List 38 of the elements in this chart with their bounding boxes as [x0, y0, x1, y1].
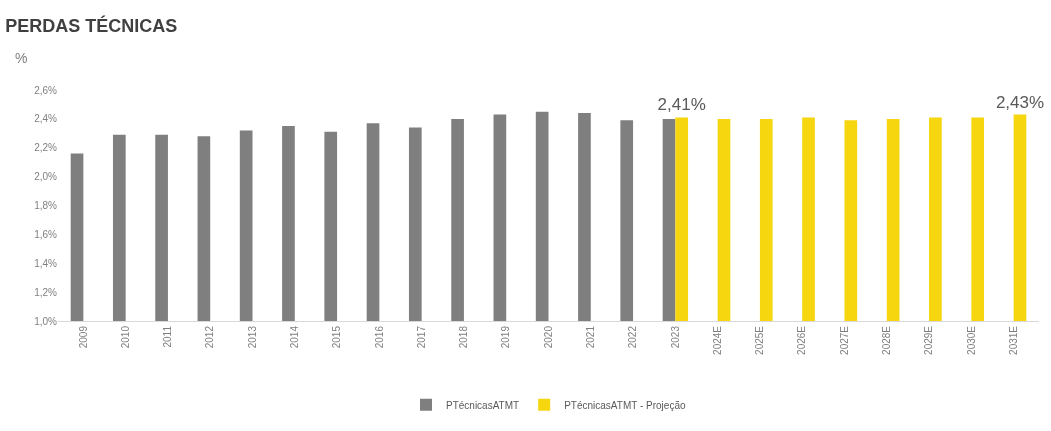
x-tick-label: 2011: [162, 325, 174, 348]
x-tick-label: 2023: [669, 325, 681, 349]
x-tick-label: 2028E: [881, 325, 893, 355]
x-tick-label: 2014: [289, 325, 301, 349]
x-tick-label: 2022: [627, 325, 639, 349]
y-tick-label: 1,2%: [34, 286, 58, 298]
x-tick-label: 2027E: [838, 325, 850, 355]
x-tick-label: 2029E: [923, 325, 935, 355]
x-tick-label: 2009: [77, 325, 89, 349]
y-tick-label: 1,8%: [34, 200, 58, 211]
x-tick-label: 2015: [331, 325, 343, 349]
y-tick-label: 2,4%: [34, 113, 58, 125]
y-tick-label: 1,6%: [34, 228, 58, 240]
x-tick-label: 2016: [373, 325, 385, 349]
x-tick-label: 2021: [585, 325, 597, 349]
y-tick-label: 2,6%: [34, 84, 58, 96]
y-tick-label: 2,0%: [34, 171, 58, 183]
legend-label: PTécnicasATMT: [446, 399, 520, 411]
x-tick-label: 2024E: [711, 325, 723, 355]
x-tick-label: 2031E: [1007, 325, 1019, 355]
legend-label: PTécnicasATMT - Projeção: [564, 399, 686, 411]
chart-title: PERDAS TÉCNICAS: [5, 14, 178, 36]
y-tick-label: 1,0%: [34, 315, 58, 327]
data-label: 2,41%: [657, 95, 706, 115]
x-tick-label: 2018: [458, 325, 470, 349]
y-tick-label: 1,4%: [34, 257, 58, 269]
x-tick-label: 2030E: [965, 325, 977, 355]
x-tick-label: 2020: [542, 325, 554, 349]
x-tick-label: 2010: [119, 325, 131, 349]
x-tick-label: 2026E: [796, 325, 808, 355]
x-tick-label: 2025E: [754, 325, 766, 355]
x-tick-label: 2012: [204, 325, 216, 349]
x-tick-label: 2019: [500, 325, 512, 349]
y-tick-label: 2,2%: [34, 142, 58, 154]
x-tick-label: 2013: [246, 325, 258, 349]
data-label: 2,43%: [995, 92, 1045, 112]
x-tick-label: 2017: [415, 325, 427, 349]
y-axis-title: %: [15, 50, 28, 66]
